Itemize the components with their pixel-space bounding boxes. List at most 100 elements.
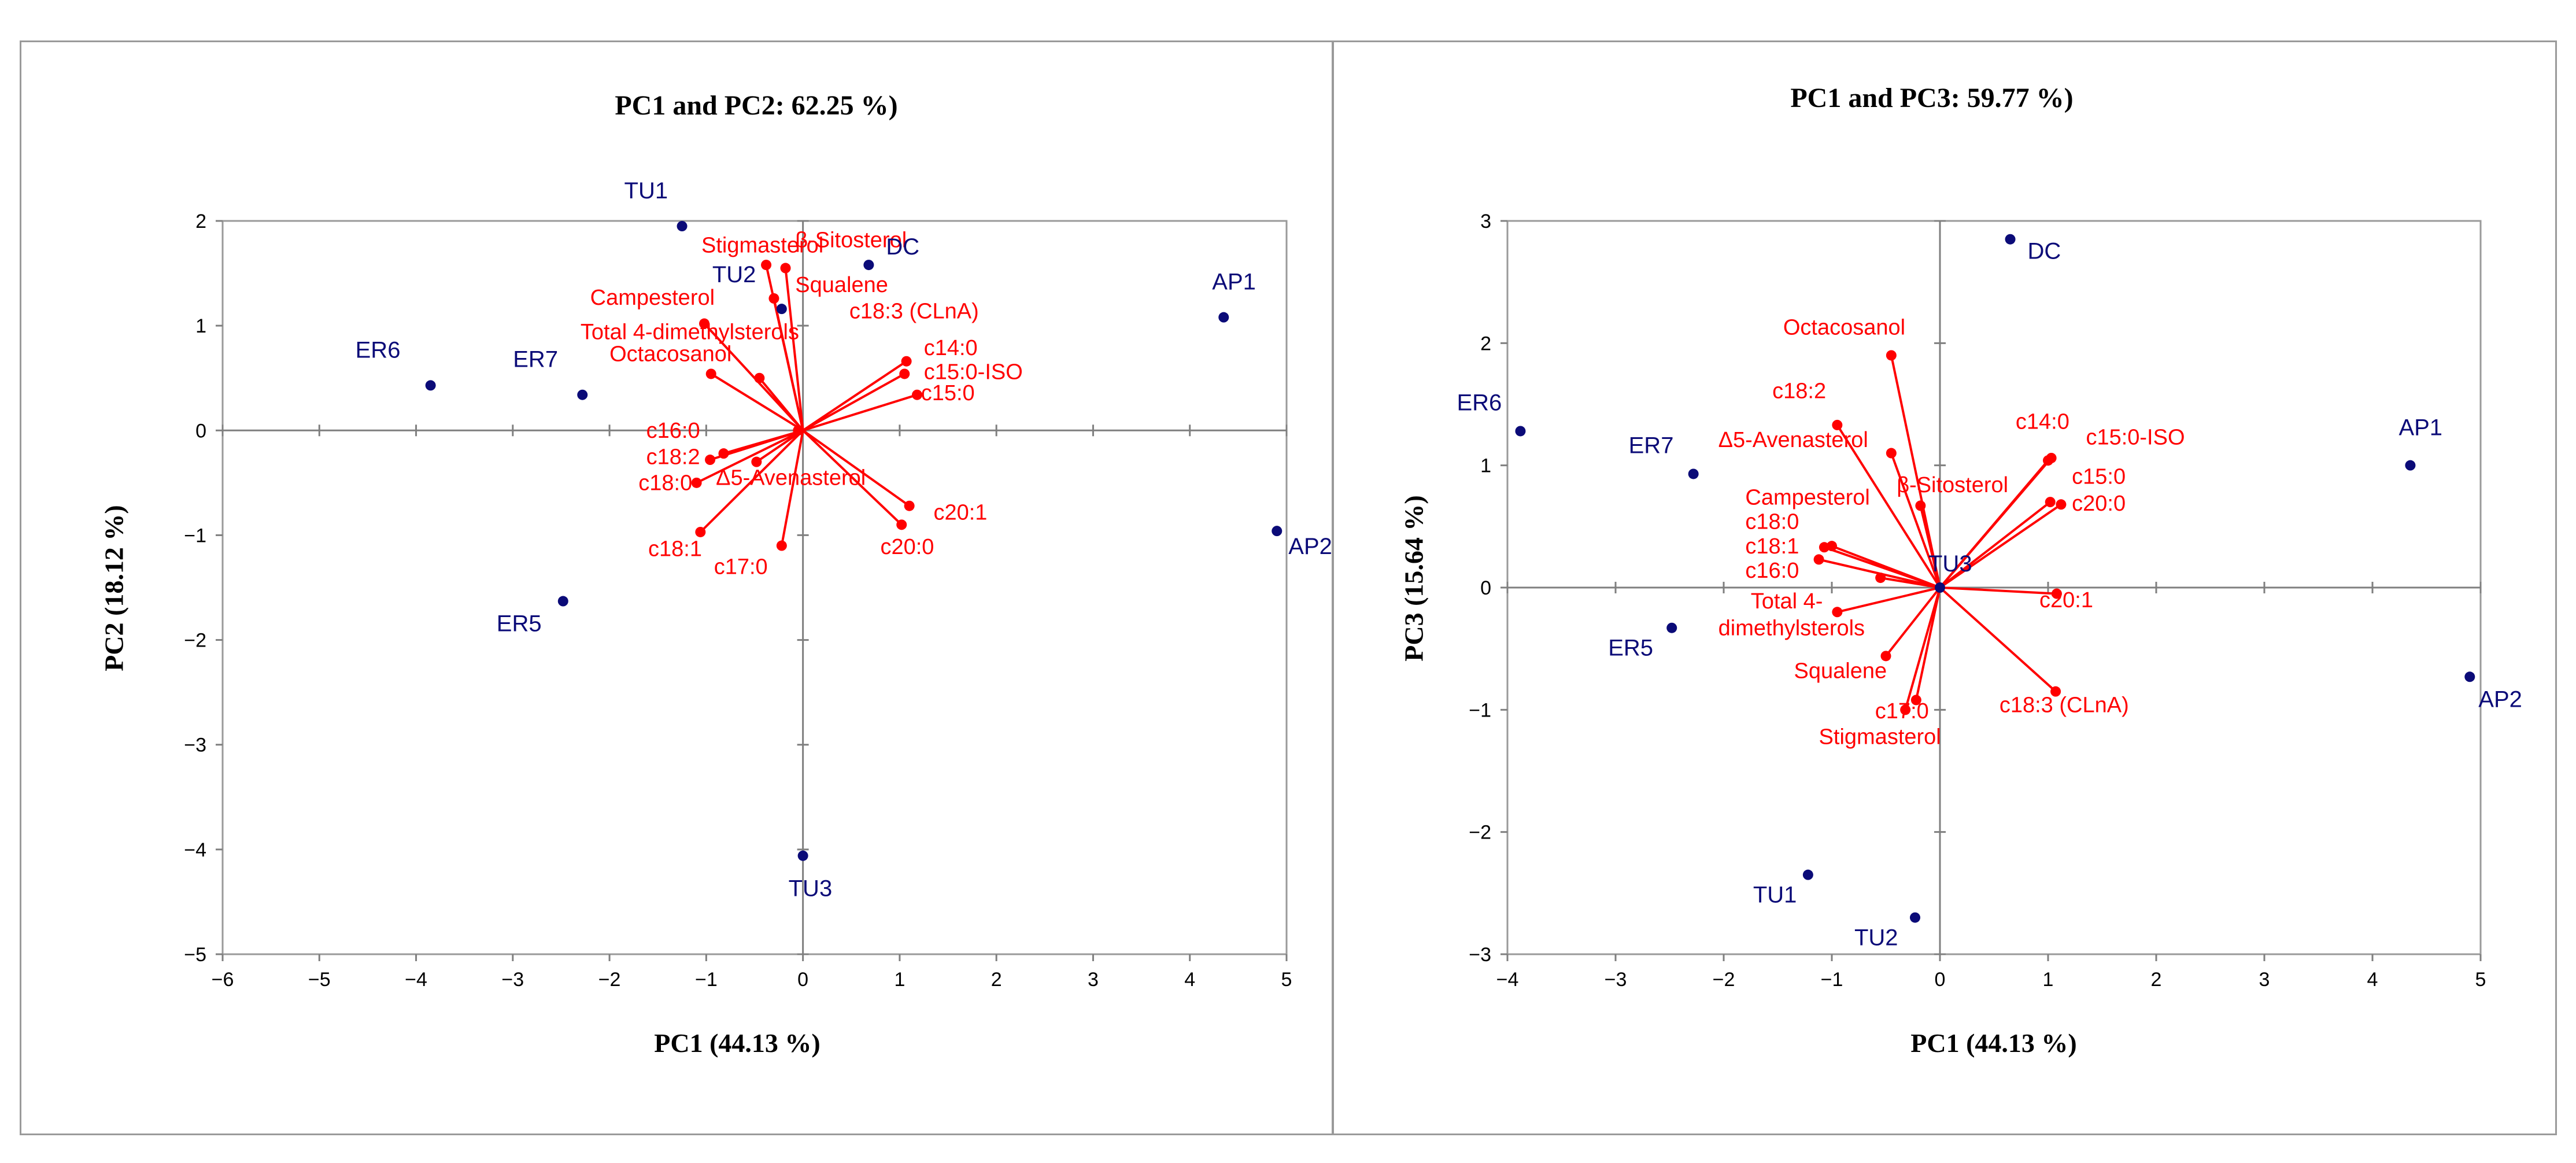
sample-point <box>1515 426 1526 437</box>
sample-point <box>1802 869 1813 880</box>
loading-vector <box>802 372 906 432</box>
sample-label: ER5 <box>1608 636 1653 661</box>
loading-point <box>901 356 912 367</box>
x-axis-title-2: PC1 (44.13 %) <box>1910 1028 2077 1058</box>
x-tick-label: −4 <box>1496 969 1519 991</box>
y-tick-label: −1 <box>184 525 206 547</box>
loading-vector <box>756 429 804 463</box>
variable-label: c16:0 <box>646 419 700 443</box>
variable-label: c20:1 <box>933 500 987 525</box>
variable-label: c20:0 <box>2072 492 2126 516</box>
sample-point <box>1666 622 1677 633</box>
y-tick-label: 1 <box>1480 455 1491 477</box>
variable-label: Stigmasterol <box>701 233 823 257</box>
variable-label: Δ5-Avenasterol <box>716 466 866 490</box>
sample-point <box>1218 312 1229 323</box>
sample-label: ER5 <box>497 611 542 637</box>
loading-point <box>1875 573 1886 584</box>
loading-point <box>1880 651 1891 662</box>
plot-area-1 <box>221 220 1288 955</box>
loading-point <box>1827 541 1837 552</box>
sample-point <box>1688 468 1699 479</box>
sample-label: TU2 <box>1854 925 1898 951</box>
loading-vector <box>1939 459 2049 589</box>
y-tick-label: 2 <box>195 211 206 232</box>
loading-vector <box>1884 586 1941 657</box>
sample-label: TU1 <box>1753 883 1797 908</box>
variable-label: dimethylsterols <box>1718 616 1865 640</box>
loading-point <box>912 389 923 400</box>
loading-vector <box>1836 424 1941 589</box>
variable-label: β-Sitosterol <box>1897 473 2008 497</box>
y-tick-label: 0 <box>1480 577 1491 599</box>
sample-label: AP1 <box>1212 269 1256 295</box>
chart-title-2: PC1 and PC3: 59.77 %) <box>1790 83 2074 113</box>
sample-point <box>2405 460 2416 471</box>
x-tick-label: 3 <box>2259 969 2270 991</box>
y-tick-label: 2 <box>1480 333 1491 355</box>
variable-label: c14:0 <box>924 336 978 360</box>
loading-vector <box>1939 503 2062 589</box>
y-tick-label: −3 <box>184 734 206 756</box>
variable-label: c18:0 <box>1745 510 1799 534</box>
loading-point <box>776 540 787 551</box>
x-tick-label: 4 <box>1184 969 1195 991</box>
loading-vector <box>802 429 903 526</box>
loading-vector <box>802 360 907 431</box>
loading-point <box>2045 497 2056 508</box>
loading-point <box>1915 500 1926 511</box>
sample-label: DC <box>886 234 919 260</box>
sample-point <box>2005 234 2016 245</box>
sample-point <box>776 304 787 315</box>
loading-vector <box>784 268 804 431</box>
x-tick-label: 0 <box>1935 969 1946 991</box>
loading-point <box>705 368 716 379</box>
loading-vector <box>1939 586 2057 693</box>
x-tick-label: 4 <box>2367 969 2378 991</box>
variable-label: c18:0 <box>638 471 692 496</box>
loading-vector <box>773 298 804 431</box>
variable-label: c15:0 <box>2072 464 2126 489</box>
sample-label: DC <box>2028 239 2061 264</box>
loading-vector <box>710 372 804 431</box>
variable-label: Campesterol <box>590 286 715 310</box>
sample-point <box>1935 582 1945 593</box>
loading-point <box>780 263 791 274</box>
loading-point <box>1886 448 1897 459</box>
x-tick-label: 1 <box>894 969 905 991</box>
variable-label: c15:0-ISO <box>924 360 1023 385</box>
loading-point <box>1910 695 1921 706</box>
y-tick-label: −5 <box>184 944 206 966</box>
loading-vector <box>696 429 804 484</box>
x-tick-label: 5 <box>2475 969 2486 991</box>
loading-vector <box>1919 505 1941 588</box>
loading-vector <box>780 430 804 546</box>
loading-point <box>1886 350 1897 361</box>
sample-label: AP2 <box>2478 686 2522 712</box>
y-tick-label: −1 <box>1469 699 1491 721</box>
variable-label: c20:0 <box>880 535 934 559</box>
sample-point <box>863 260 874 271</box>
loading-point <box>751 456 762 467</box>
variable-label: Squalene <box>795 273 888 297</box>
variable-label: c15:0 <box>921 381 975 405</box>
x-tick-label: −3 <box>1605 969 1627 991</box>
sample-label: AP1 <box>2398 415 2442 441</box>
x-tick-label: 0 <box>797 969 808 991</box>
loading-point <box>768 293 779 304</box>
y-tick-label: 3 <box>1480 211 1491 232</box>
x-tick-label: −5 <box>308 969 331 991</box>
sample-point <box>1909 912 1920 923</box>
y-tick-label: 0 <box>195 420 206 442</box>
loading-vector <box>1915 587 1941 700</box>
variable-label: c20:1 <box>2039 588 2093 612</box>
loading-vector <box>699 429 804 533</box>
sample-label: TU3 <box>789 876 833 902</box>
x-tick-label: 3 <box>1088 969 1099 991</box>
sample-label: TU3 <box>1928 551 1972 577</box>
sample-label: AP2 <box>1288 534 1332 559</box>
x-axis-title-1: PC1 (44.13 %) <box>654 1028 821 1058</box>
loading-point <box>904 500 915 511</box>
loading-point <box>1832 607 1843 618</box>
